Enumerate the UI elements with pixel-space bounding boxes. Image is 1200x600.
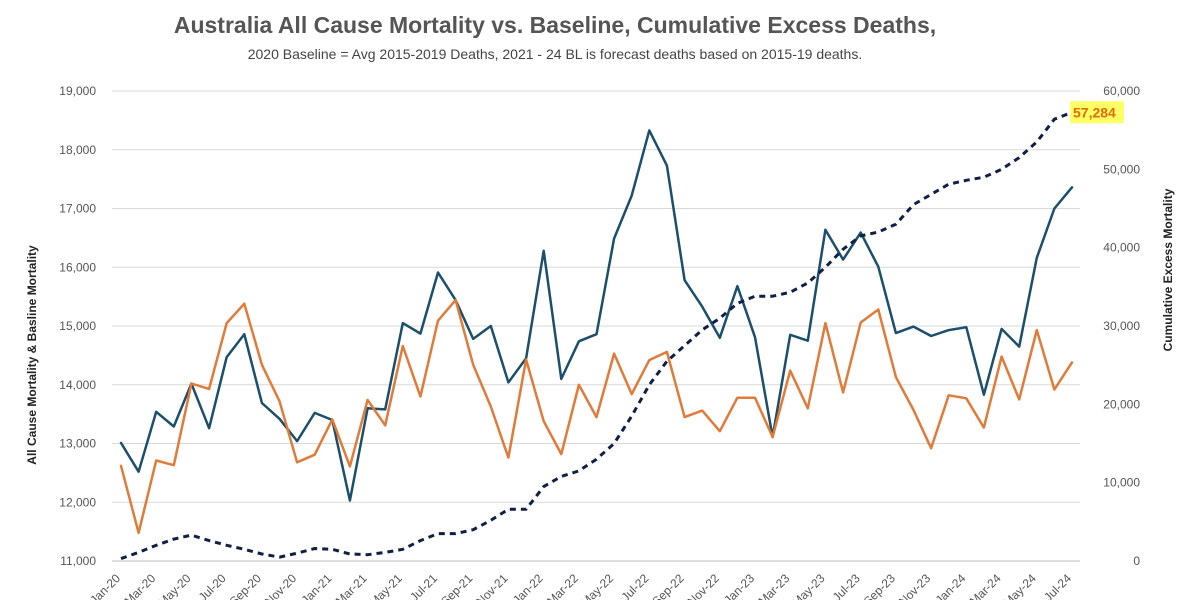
x-tick-label: Jul-21 [407,571,440,600]
gridlines [112,90,1080,503]
y-left-tick-label: 15,000 [59,319,96,333]
series-lines [119,110,1074,561]
x-tick-label: Jan-21 [299,571,335,600]
y-left-tick-label: 13,000 [59,437,96,451]
y-right-tick-label: 50,000 [1103,162,1140,176]
x-tick-label: May-24 [1001,571,1039,600]
callout-label: 57,284 [1073,104,1116,120]
y-right-tick-label: 40,000 [1103,241,1140,255]
series-line-1 [119,129,1074,502]
y-axis-left-title: All Cause Mortality & Basline Mortality [25,245,39,465]
x-tick-label: Jul-20 [196,571,229,600]
y-left-tick-label: 14,000 [59,378,96,392]
x-tick-label: Nov-20 [262,571,299,600]
y-left-tick-label: 16,000 [59,260,96,274]
y-right-tick-label: 10,000 [1103,476,1140,490]
x-tick-label: Sep-21 [438,571,475,600]
x-tick-label: Mar-24 [967,571,1004,600]
chart-subtitle: 2020 Baseline = Avg 2015-2019 Deaths, 20… [247,46,863,62]
y-right-tick-label: 0 [1133,554,1140,568]
x-tick-label: Mar-22 [544,571,581,600]
final-value-callout: 57,284 [1070,101,1124,124]
x-tick-label: May-21 [367,571,405,600]
chart-title: Australia All Cause Mortality vs. Baseli… [173,12,937,38]
x-tick-label: Mar-23 [756,571,793,600]
x-tick-label: Jan-23 [721,571,757,600]
callout-highlight [1070,101,1124,124]
x-tick-label: Sep-22 [649,571,686,600]
x-tick-label: Jan-24 [933,571,969,600]
x-tick-label: May-22 [578,571,616,600]
x-tick-label: Jan-22 [510,571,546,600]
x-tick-label: Jul-22 [618,571,651,600]
x-tick-label: Nov-21 [473,571,510,600]
x-tick-label: May-23 [789,571,827,600]
y-right-tick-label: 30,000 [1103,319,1140,333]
y-left-tick-label: 17,000 [59,202,96,216]
y-left-tick-label: 11,000 [60,554,96,568]
y-axis-right-title: Cumulative Excess Mortality [1161,188,1175,351]
x-tick-label: Jul-23 [830,571,863,600]
y-right-tick-label: 60,000 [1103,84,1140,98]
x-tick-label: May-20 [155,571,193,600]
series-line-2 [119,298,1074,535]
x-tick-label: Sep-23 [861,571,898,600]
x-tick-label: Nov-22 [685,571,722,600]
x-tick-label: Nov-23 [896,571,933,600]
x-tick-label: Jul-24 [1041,571,1074,600]
x-tick-label: Mar-21 [333,571,370,600]
x-tick-label: Mar-20 [122,571,159,600]
y-left-tick-label: 19,000 [59,84,96,98]
x-tick-label: Jan-20 [87,571,123,600]
y-left-tick-label: 12,000 [59,495,96,509]
series-line-3 [120,110,1073,561]
y-left-tick-label: 18,000 [59,143,96,157]
y-right-tick-label: 20,000 [1103,397,1140,411]
x-tick-label: Sep-20 [227,571,264,600]
